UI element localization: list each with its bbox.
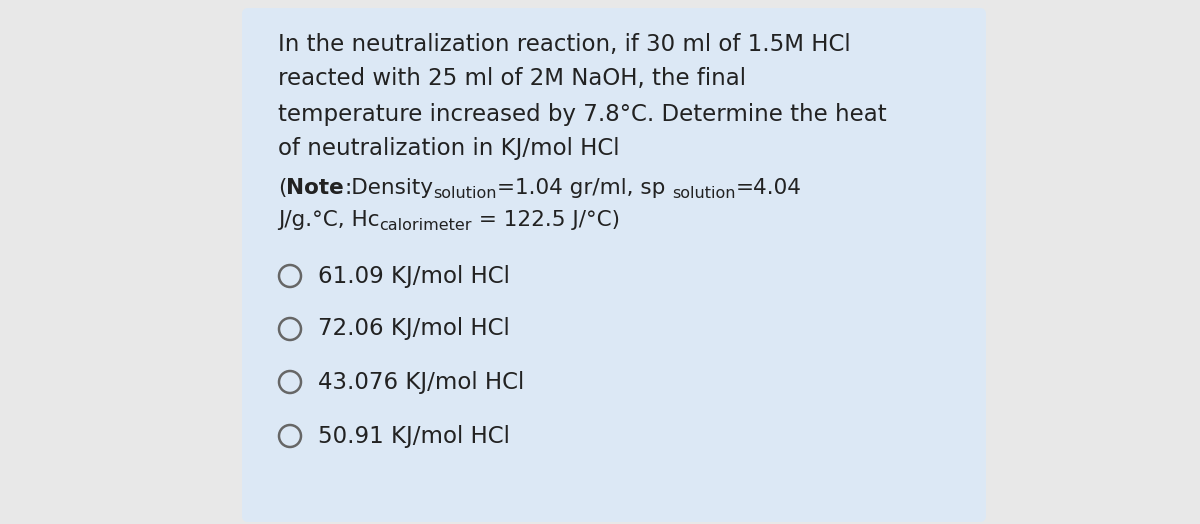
Text: In the neutralization reaction, if 30 ml of 1.5M HCl: In the neutralization reaction, if 30 ml… <box>278 32 851 56</box>
Text: 61.09 KJ/mol HCl: 61.09 KJ/mol HCl <box>318 265 510 288</box>
Text: of neutralization in KJ/mol HCl: of neutralization in KJ/mol HCl <box>278 137 619 160</box>
Text: J/g.°C, Hc: J/g.°C, Hc <box>278 210 379 230</box>
Text: (: ( <box>278 178 287 198</box>
Text: 50.91 KJ/mol HCl: 50.91 KJ/mol HCl <box>318 424 510 447</box>
Text: temperature increased by 7.8°C. Determine the heat: temperature increased by 7.8°C. Determin… <box>278 103 887 126</box>
Text: solution: solution <box>672 185 736 201</box>
FancyBboxPatch shape <box>242 8 986 522</box>
Text: 43.076 KJ/mol HCl: 43.076 KJ/mol HCl <box>318 370 524 394</box>
Text: = 122.5 J/°C): = 122.5 J/°C) <box>472 210 620 230</box>
Text: Note: Note <box>287 178 344 198</box>
Text: =4.04: =4.04 <box>736 178 802 198</box>
Text: reacted with 25 ml of 2M NaOH, the final: reacted with 25 ml of 2M NaOH, the final <box>278 68 746 91</box>
Text: :Density: :Density <box>344 178 433 198</box>
Text: calorimeter: calorimeter <box>379 217 472 233</box>
Text: 72.06 KJ/mol HCl: 72.06 KJ/mol HCl <box>318 318 510 341</box>
Text: solution: solution <box>433 185 497 201</box>
Text: =1.04 gr/ml, sp: =1.04 gr/ml, sp <box>497 178 672 198</box>
